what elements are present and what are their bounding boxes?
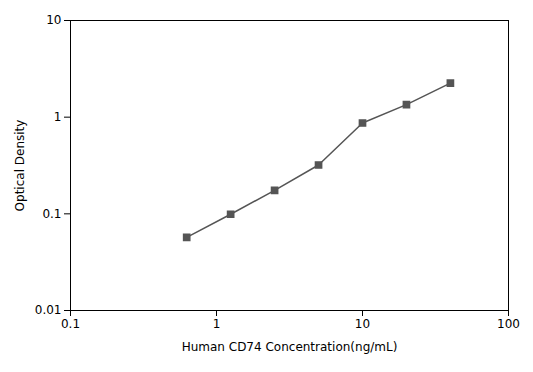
svg-text:100: 100 [497,317,520,331]
svg-text:10: 10 [355,317,370,331]
svg-text:1: 1 [54,110,62,124]
svg-text:0.01: 0.01 [35,303,62,317]
svg-text:0.1: 0.1 [61,317,80,331]
svg-text:0.1: 0.1 [42,207,61,221]
svg-text:10: 10 [46,13,61,27]
svg-text:1: 1 [213,317,221,331]
svg-text:Human CD74 Concentration(ng/mL: Human CD74 Concentration(ng/mL) [182,340,398,354]
svg-text:Optical Density: Optical Density [13,120,27,212]
